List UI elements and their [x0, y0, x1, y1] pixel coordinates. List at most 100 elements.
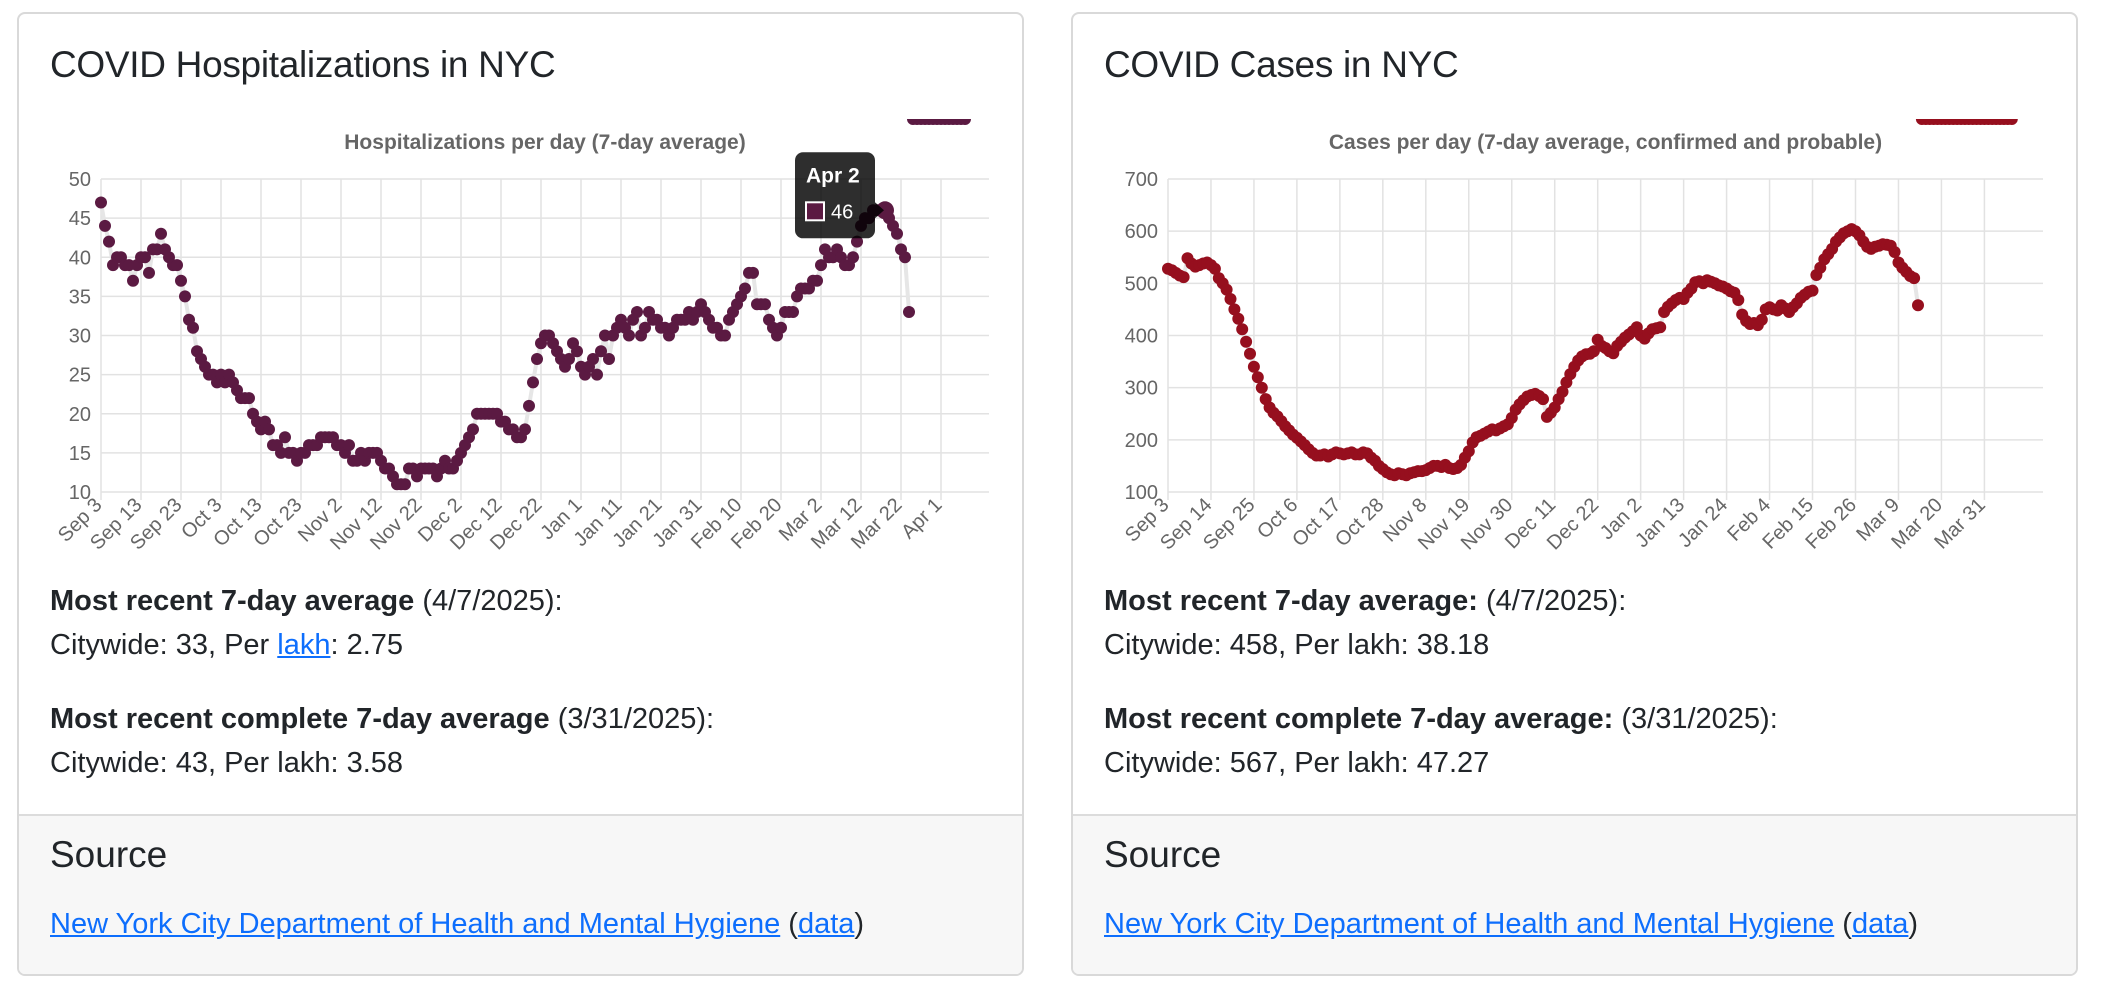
data-point[interactable] [243, 392, 255, 405]
data-point[interactable] [1177, 271, 1190, 284]
hospitalizations-stats: Most recent 7-day average (4/7/2025): Ci… [50, 579, 714, 815]
data-point[interactable] [1556, 385, 1569, 398]
data-point[interactable] [1232, 312, 1245, 325]
data-point[interactable] [623, 329, 635, 342]
recent-average-label: Most recent 7-day average [50, 585, 415, 617]
data-point[interactable] [851, 235, 863, 248]
data-point[interactable] [523, 399, 535, 412]
data-point[interactable] [99, 219, 111, 232]
data-point[interactable] [171, 259, 183, 272]
data-point[interactable] [143, 266, 155, 279]
data-point[interactable] [95, 196, 107, 209]
data-point[interactable] [899, 251, 911, 264]
chart-title: Hospitalizations per day (7-day average) [344, 131, 745, 154]
recent-average-label: Most recent 7-day average: [1104, 585, 1478, 617]
data-point[interactable] [595, 345, 607, 358]
data-point[interactable] [811, 274, 823, 287]
data-point[interactable] [775, 321, 787, 334]
data-point[interactable] [847, 251, 859, 264]
recent-lakh-value: : 2.75 [330, 629, 404, 661]
source-link[interactable]: New York City Department of Health and M… [1104, 908, 1835, 940]
data-point[interactable] [127, 274, 139, 287]
y-tick-label: 500 [1125, 273, 1158, 295]
data-point[interactable] [1247, 360, 1260, 373]
data-point[interactable] [155, 227, 167, 240]
data-point[interactable] [1255, 381, 1268, 394]
data-point[interactable] [175, 274, 187, 287]
data-point[interactable] [399, 478, 411, 491]
cases-card-body: COVID Cases in NYC Cases per day (7-day … [1073, 14, 2076, 814]
data-point[interactable] [587, 353, 599, 365]
data-point[interactable] [467, 423, 479, 436]
data-point[interactable] [1224, 293, 1237, 305]
lakh-link[interactable]: lakh [277, 629, 331, 661]
data-point[interactable] [1240, 335, 1253, 348]
data-point[interactable] [179, 290, 191, 303]
data-point[interactable] [1755, 313, 1768, 326]
tooltip-title: Apr 2 [806, 164, 860, 187]
data-point[interactable] [2005, 119, 2018, 125]
data-link[interactable]: data [797, 908, 855, 940]
data-point[interactable] [719, 329, 731, 342]
x-tick-label: Jan 24 [1674, 494, 1732, 552]
data-point[interactable] [1220, 283, 1233, 296]
data-point[interactable] [1888, 246, 1901, 258]
hovered-data-point[interactable] [876, 201, 894, 220]
data-point[interactable] [739, 282, 751, 295]
source-link[interactable]: New York City Department of Health and M… [50, 908, 781, 940]
data-point[interactable] [563, 353, 575, 365]
data-point[interactable] [1251, 371, 1264, 384]
cases-source-footer: Source New York City Department of Healt… [1073, 814, 2076, 974]
data-point[interactable] [959, 119, 971, 125]
x-tick-label: Apr 1 [897, 494, 946, 543]
data-point[interactable] [815, 259, 827, 272]
data-point[interactable] [571, 345, 583, 358]
data-point[interactable] [531, 353, 543, 365]
tooltip-caret [875, 202, 884, 219]
data-point[interactable] [903, 306, 915, 318]
data-point[interactable] [187, 321, 199, 334]
cases-chart[interactable]: Cases per day (7-day average, confirmed … [1073, 119, 2078, 584]
complete-average: Most recent complete 7-day average (3/31… [50, 697, 714, 785]
data-point[interactable] [139, 251, 151, 264]
data-point[interactable] [527, 376, 539, 389]
data-point[interactable] [1208, 262, 1221, 275]
data-point[interactable] [759, 298, 771, 311]
data-point[interactable] [891, 227, 903, 240]
data-point[interactable] [1244, 347, 1256, 360]
data-point[interactable] [343, 439, 355, 452]
data-point[interactable] [1732, 294, 1745, 306]
y-tick-label: 25 [69, 365, 91, 387]
data-point[interactable] [519, 423, 531, 436]
complete-average-label: Most recent complete 7-day average [50, 703, 550, 735]
data-point[interactable] [1654, 321, 1667, 334]
data-point[interactable] [1806, 284, 1819, 297]
data-point[interactable] [631, 306, 643, 318]
hospitalizations-source-footer: Source New York City Department of Healt… [19, 814, 1022, 974]
source-line: New York City Department of Health and M… [1104, 904, 1918, 944]
data-point[interactable] [1228, 303, 1241, 316]
data-point[interactable] [747, 266, 759, 279]
data-point[interactable] [603, 353, 615, 365]
source-open-paren: ( [788, 908, 798, 940]
data-point[interactable] [787, 306, 799, 318]
data-point[interactable] [1537, 393, 1549, 406]
y-tick-label: 200 [1125, 430, 1158, 452]
data-point[interactable] [1236, 323, 1249, 336]
data-link[interactable]: data [1851, 908, 1909, 940]
y-tick-label: 700 [1125, 169, 1158, 191]
data-point[interactable] [263, 423, 275, 436]
data-point[interactable] [639, 321, 651, 334]
hospitalizations-chart[interactable]: Hospitalizations per day (7-day average)… [19, 119, 1024, 584]
chart-tooltip: Apr 2 46 [795, 152, 884, 239]
data-point[interactable] [103, 235, 115, 248]
y-tick-label: 10 [69, 482, 91, 504]
data-point[interactable] [1908, 272, 1921, 285]
data-point[interactable] [1912, 299, 1924, 312]
y-tick-label: 15 [69, 443, 91, 465]
data-point[interactable] [591, 368, 603, 381]
cases-title: COVID Cases in NYC [1104, 44, 1459, 85]
series-line [1167, 226, 1920, 478]
source-heading: Source [1104, 834, 1222, 875]
data-point[interactable] [279, 431, 291, 444]
